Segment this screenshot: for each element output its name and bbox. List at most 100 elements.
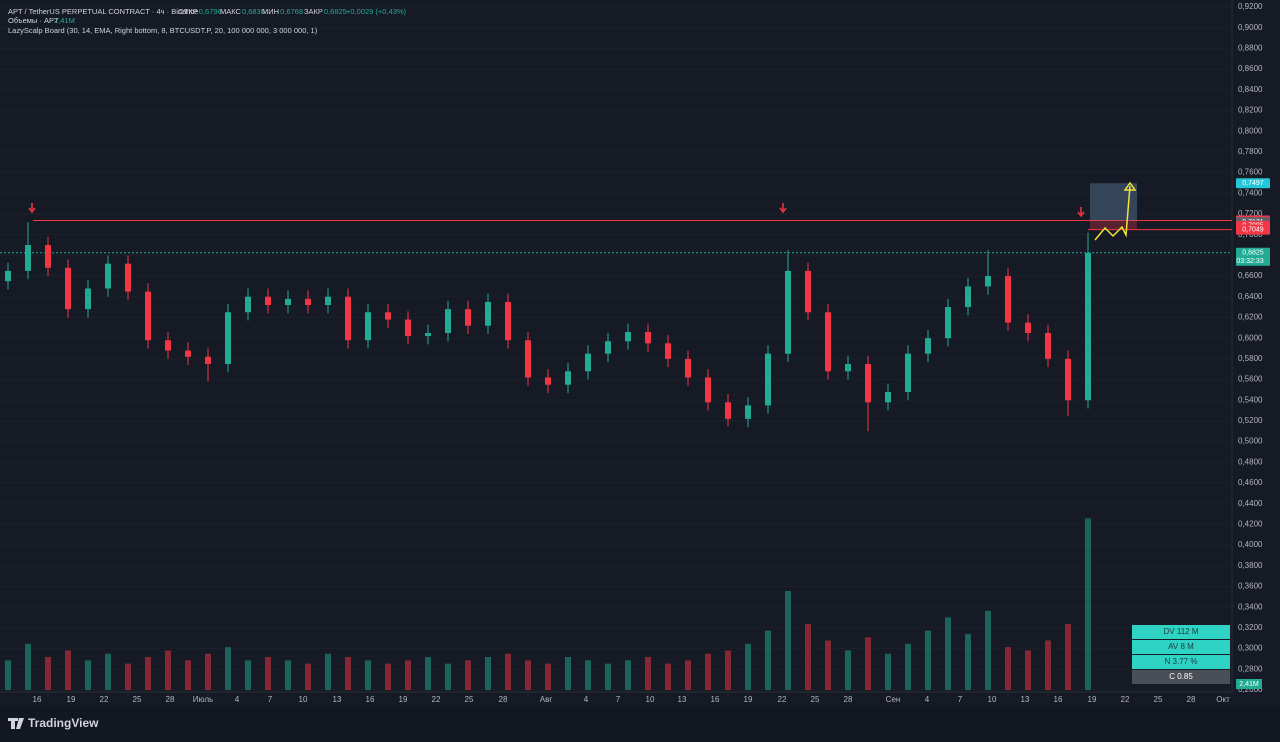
volume-bar bbox=[585, 660, 591, 690]
ohlc-value: 0,6768 bbox=[280, 7, 303, 16]
candle-body bbox=[1085, 252, 1091, 401]
candle-body bbox=[1025, 322, 1031, 333]
candle-body bbox=[505, 301, 511, 341]
x-tick-label: Окт bbox=[1216, 695, 1230, 704]
x-tick-label: 28 bbox=[1187, 695, 1196, 704]
candle-body bbox=[605, 341, 611, 354]
volume-bar bbox=[345, 657, 351, 690]
x-tick-label: Сен bbox=[886, 695, 901, 704]
x-tick-label: 13 bbox=[678, 695, 687, 704]
candle-body bbox=[665, 343, 671, 359]
y-tick-label: 0,3400 bbox=[1238, 602, 1263, 611]
volume-bar bbox=[645, 657, 651, 690]
candle-body bbox=[725, 402, 731, 419]
candle-body bbox=[25, 245, 31, 271]
footer-bar bbox=[0, 706, 1280, 742]
x-tick-label: 22 bbox=[100, 695, 109, 704]
brand: TradingView bbox=[28, 716, 99, 730]
candle-body bbox=[145, 291, 151, 341]
candle-body bbox=[45, 245, 51, 268]
price-tag bbox=[1236, 247, 1270, 258]
volume-bar bbox=[505, 653, 511, 690]
symbol: APT / TetherUS PERPETUAL CONTRACT · 4ч ·… bbox=[8, 7, 198, 16]
volume-bar bbox=[765, 630, 771, 690]
projection-arrow bbox=[1123, 181, 1137, 191]
candle-body bbox=[965, 286, 971, 308]
candle-body bbox=[345, 296, 351, 341]
candle-body bbox=[845, 364, 851, 372]
candle-body bbox=[225, 312, 231, 365]
board-cell bbox=[1132, 670, 1230, 684]
candle-body bbox=[1065, 358, 1071, 401]
board-cell bbox=[1132, 625, 1230, 639]
volume-bar bbox=[325, 653, 331, 690]
candle-body bbox=[125, 263, 131, 292]
candle-body bbox=[445, 309, 451, 333]
y-tick-label: 0,4000 bbox=[1238, 540, 1263, 549]
stop-zone bbox=[1090, 220, 1137, 230]
volume-bar bbox=[385, 663, 391, 690]
candle-body bbox=[765, 353, 771, 406]
candle-body bbox=[885, 391, 891, 403]
volume-bar bbox=[85, 660, 91, 690]
volume-tag bbox=[1236, 679, 1262, 689]
x-tick-label: 22 bbox=[432, 695, 441, 704]
volume-bar bbox=[465, 660, 471, 690]
volume-bar bbox=[965, 633, 971, 690]
y-tick-label: 0,9000 bbox=[1238, 23, 1263, 32]
volume-bar bbox=[365, 660, 371, 690]
candle-body bbox=[85, 288, 91, 310]
candle-body bbox=[905, 353, 911, 392]
candle-body bbox=[1005, 276, 1011, 323]
candle-body bbox=[365, 312, 371, 341]
ohlc-value: 0,6830 bbox=[242, 7, 265, 16]
y-tick-label: 0,4200 bbox=[1238, 520, 1263, 529]
volume-bar bbox=[665, 663, 671, 690]
y-tick-label: 0,9200 bbox=[1238, 2, 1263, 11]
candle-body bbox=[385, 312, 391, 320]
candle-body bbox=[105, 263, 111, 289]
volume-bar bbox=[405, 660, 411, 690]
candle-body bbox=[565, 371, 571, 385]
marker-arrow bbox=[779, 203, 787, 214]
y-tick-label: 0,4800 bbox=[1238, 457, 1263, 466]
timer-bg bbox=[1236, 256, 1270, 266]
x-tick-label: Авг bbox=[540, 695, 553, 704]
x-tick-label: 10 bbox=[299, 695, 308, 704]
x-tick-label: 4 bbox=[235, 695, 240, 704]
candle-body bbox=[205, 356, 211, 365]
volume-bar bbox=[425, 657, 431, 690]
y-tick-label: 0,3200 bbox=[1238, 623, 1263, 632]
volume-bar bbox=[565, 657, 571, 690]
candle-body bbox=[545, 377, 551, 385]
x-tick-label: 25 bbox=[133, 695, 142, 704]
indicator: LazyScalp Board (30, 14, EMA, Right bott… bbox=[8, 26, 318, 35]
y-tick-label: 0,4600 bbox=[1238, 478, 1263, 487]
y-tick-label: 0,5400 bbox=[1238, 395, 1263, 404]
x-tick-label: 25 bbox=[465, 695, 474, 704]
volume-label: Объемы · APT bbox=[8, 16, 59, 25]
board-cell bbox=[1132, 640, 1230, 654]
board-text: DV 112 M bbox=[1164, 627, 1199, 636]
volume-bar bbox=[785, 591, 791, 690]
price-tag bbox=[1236, 224, 1270, 235]
candle-body bbox=[265, 296, 271, 306]
volume-bar bbox=[825, 640, 831, 690]
y-tick-label: 0,7200 bbox=[1238, 209, 1263, 218]
x-tick-label: 13 bbox=[333, 695, 342, 704]
volume-bar bbox=[885, 653, 891, 690]
x-tick-label: 7 bbox=[268, 695, 273, 704]
y-tick-label: 0,6400 bbox=[1238, 292, 1263, 301]
candle-body bbox=[425, 332, 431, 337]
volume-bar bbox=[1065, 624, 1071, 690]
candle-body bbox=[625, 331, 631, 342]
x-tick-label: 7 bbox=[616, 695, 621, 704]
candle-body bbox=[305, 298, 311, 306]
volume-bar bbox=[305, 663, 311, 690]
y-tick-label: 0,5000 bbox=[1238, 437, 1263, 446]
y-tick-label: 0,4400 bbox=[1238, 499, 1263, 508]
volume-bar bbox=[225, 647, 231, 690]
volume-bar bbox=[185, 660, 191, 690]
timer: 03:32:33 bbox=[1236, 258, 1263, 265]
x-tick-label: 22 bbox=[778, 695, 787, 704]
